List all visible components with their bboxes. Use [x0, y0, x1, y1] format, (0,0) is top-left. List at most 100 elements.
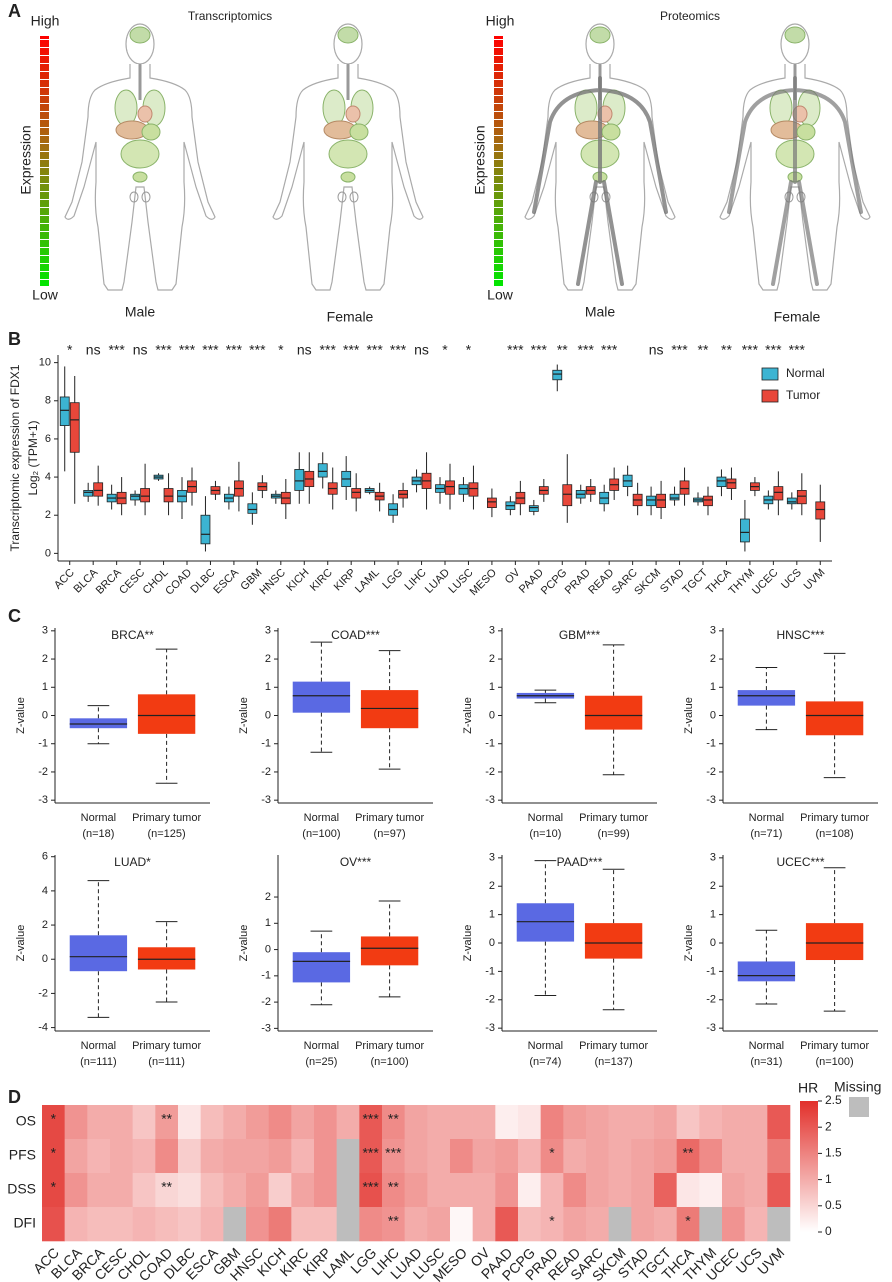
colorbar-tick-label: 2	[825, 1119, 832, 1133]
panel-title: Transcriptomics	[188, 9, 272, 23]
y-axis-label: Z-value	[15, 925, 27, 962]
figure-label: Male	[125, 304, 156, 320]
y-tick-label: -3	[706, 794, 716, 806]
y-tick-label: -1	[706, 738, 716, 750]
box	[130, 493, 140, 501]
heatmap-cell	[608, 1173, 632, 1208]
y-tick-label: 1	[710, 909, 716, 921]
significance: *	[67, 342, 73, 358]
colorbar-tick-label: 1	[825, 1172, 832, 1186]
row-label: DSS	[7, 1181, 36, 1197]
heatmap-cell	[200, 1139, 224, 1174]
box	[805, 923, 864, 961]
missing-cell	[223, 1207, 247, 1242]
colorbar-tick-label: 2.5	[825, 1093, 842, 1107]
panel-label: A	[8, 1, 21, 21]
box	[69, 402, 80, 453]
heatmap-cell	[132, 1173, 156, 1208]
heatmap-cell	[314, 1173, 337, 1208]
significance: ***	[362, 1145, 379, 1161]
heatmap-cell	[359, 1139, 383, 1174]
x-tick-sublabel: (n=111)	[80, 1056, 117, 1068]
x-tick-sublabel: (n=97)	[374, 828, 406, 840]
heatmap-cell	[450, 1105, 473, 1140]
significance: *	[685, 1213, 691, 1229]
box	[796, 490, 807, 505]
heatmap-cell	[110, 1207, 133, 1242]
y-tick-label: -3	[485, 1022, 495, 1034]
missing-cell	[336, 1139, 360, 1174]
x-tick-label: LGG	[380, 567, 405, 592]
heatmap-cell	[427, 1105, 451, 1140]
y-axis-label: Z-value	[462, 697, 474, 734]
significance: ***	[601, 342, 618, 358]
heatmap-cell	[676, 1173, 700, 1208]
significance: *	[51, 1111, 57, 1127]
heatmap-cell	[676, 1139, 700, 1174]
x-tick-label: Primary tumor	[579, 1040, 648, 1052]
scale-high: High	[486, 13, 515, 29]
x-tick-label: Normal	[81, 812, 116, 824]
box	[805, 701, 864, 736]
significance: **	[388, 1213, 399, 1229]
heatmap-cell	[200, 1173, 224, 1208]
significance: **	[721, 342, 732, 358]
box	[93, 482, 104, 497]
heatmap-cell	[699, 1139, 723, 1174]
heatmap-cell	[359, 1207, 383, 1242]
box	[83, 490, 94, 497]
box	[360, 936, 419, 966]
x-tick-label: ESCA	[211, 566, 241, 596]
y-tick-label: -2	[38, 987, 48, 999]
heatmap-cell	[495, 1139, 519, 1174]
y-tick-label: 3	[265, 625, 271, 637]
x-tick-label: PCPG	[539, 567, 570, 598]
row-label: DFI	[13, 1215, 36, 1231]
y-tick-label: -3	[261, 1022, 271, 1034]
significance: ***	[249, 342, 266, 358]
significance: ***	[765, 342, 782, 358]
y-tick-label: -3	[38, 794, 48, 806]
heatmap-cell	[586, 1207, 609, 1242]
significance: ***	[385, 1145, 402, 1161]
y-axis-label: Log₂ (TPM+1)	[26, 420, 40, 495]
heatmap-cell	[540, 1105, 564, 1140]
significance: ns	[297, 342, 312, 358]
heatmap-cell	[540, 1207, 564, 1242]
x-tick-label: KIRC	[308, 567, 335, 594]
heatmap-cell	[495, 1207, 519, 1242]
x-tick-label: READ	[586, 567, 616, 597]
box	[137, 947, 196, 970]
heatmap-cell	[472, 1105, 496, 1140]
heatmap-cell	[654, 1173, 677, 1208]
y-tick-label: -2	[706, 766, 716, 778]
significance: *	[51, 1145, 57, 1161]
y-axis-label: Z-value	[15, 697, 27, 734]
significance: *	[51, 1179, 57, 1195]
heatmap-cell	[382, 1173, 405, 1208]
significance: **	[388, 1179, 399, 1195]
heatmap-cell	[42, 1207, 65, 1242]
x-tick-label: SKCM	[632, 567, 663, 598]
colorbar-tick-label: 1.5	[825, 1146, 842, 1160]
missing-cell	[336, 1207, 360, 1242]
box	[815, 501, 826, 520]
significance: ***	[507, 342, 524, 358]
significance: ***	[179, 342, 196, 358]
figure-label: Male	[585, 304, 616, 320]
box	[584, 923, 643, 959]
y-tick-label: -2	[485, 994, 495, 1006]
heatmap-cell	[631, 1207, 655, 1242]
heatmap-cell	[563, 1139, 587, 1174]
x-tick-label: Normal	[304, 1040, 339, 1052]
heatmap-cell	[563, 1105, 587, 1140]
y-tick-label: 0	[710, 937, 716, 949]
heatmap-cell	[178, 1139, 201, 1174]
y-tick-label: -4	[38, 1021, 48, 1033]
significance: *	[278, 342, 284, 358]
heatmap-cell	[155, 1173, 179, 1208]
heatmap-cell	[495, 1105, 519, 1140]
heatmap-cell	[314, 1105, 337, 1140]
heatmap-cell	[64, 1139, 88, 1174]
scale-label: Expression	[18, 125, 34, 194]
